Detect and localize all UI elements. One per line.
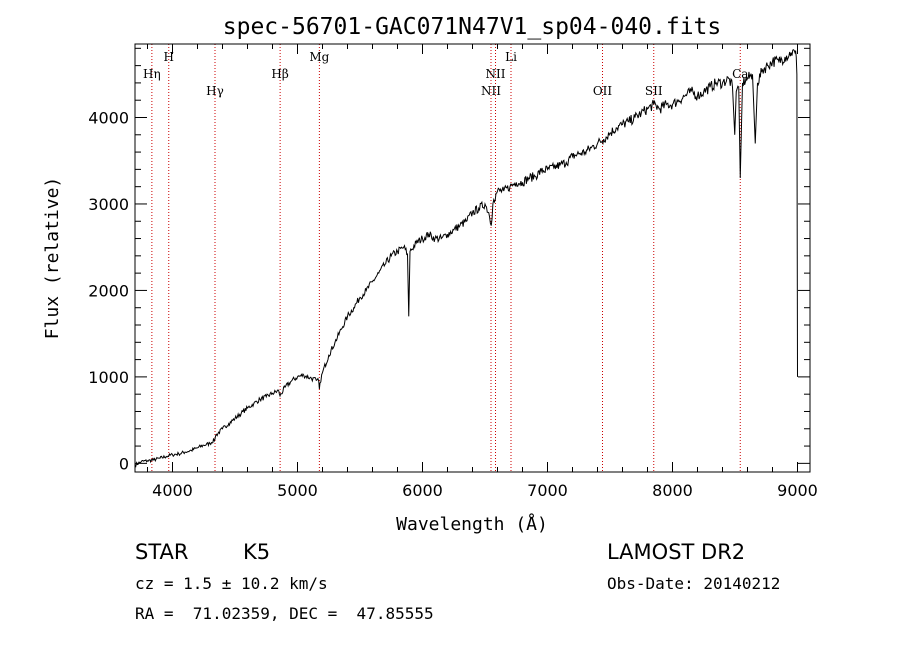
x-tick-label: 6000: [402, 481, 443, 500]
x-tick-label: 5000: [277, 481, 318, 500]
axis-layer: 4000 5000 6000 7000 8000 9000 0 1000 2000 3000 400…: [88, 44, 818, 500]
coordinates: RA = 71.02359, DEC = 47.85555: [135, 604, 434, 623]
y-tick-label: 4000: [88, 108, 129, 127]
marker-label: Hη: [143, 67, 161, 81]
y-tick-label: 3000: [88, 195, 129, 214]
marker-label: NII: [486, 67, 506, 81]
x-axis-label: Wavelength (Å): [396, 513, 548, 535]
spectrum-line: [134, 49, 798, 468]
marker-label: H: [164, 50, 174, 64]
marker-label: OII: [593, 84, 613, 98]
y-tick-label: 1000: [88, 368, 129, 387]
object-subclass: K5: [243, 540, 271, 564]
marker-label: Hγ: [206, 84, 224, 98]
y-tick-label: 0: [119, 454, 129, 473]
marker-label: Li: [505, 50, 517, 64]
y-tick-label: 2000: [88, 281, 129, 300]
series-layer: [134, 49, 798, 468]
chart-title: spec-56701-GAC071N47V1_sp04-040.fits: [223, 14, 722, 40]
marker-label: Mg: [309, 50, 329, 64]
y-axis-label: Flux (relative): [42, 177, 63, 340]
obs-date: Obs-Date: 20140212: [607, 574, 781, 593]
x-tick-label: 8000: [652, 481, 693, 500]
redshift-readout: cz = 1.5 ± 10.2 km/s: [135, 574, 328, 593]
plot-frame: [134, 43, 811, 473]
marker-label: NII: [481, 84, 501, 98]
survey-name: LAMOST DR2: [607, 540, 746, 564]
x-tick-label: 9000: [777, 481, 818, 500]
marker-label: SII: [645, 84, 663, 98]
x-tick-label: 4000: [152, 481, 193, 500]
x-tick-label: 7000: [527, 481, 568, 500]
marker-label: Hβ: [271, 67, 288, 81]
object-class: STAR: [135, 540, 189, 564]
